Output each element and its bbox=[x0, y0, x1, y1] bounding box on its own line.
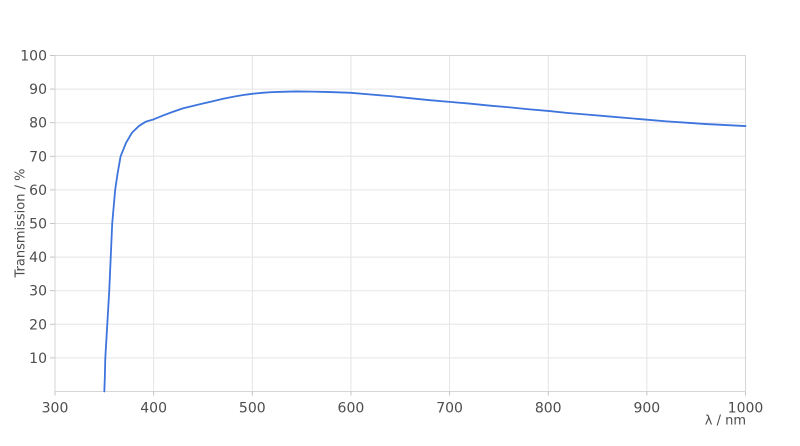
y-tick-label: 100 bbox=[20, 49, 47, 65]
x-axis-title: λ / nm bbox=[704, 413, 746, 429]
y-tick-label: 90 bbox=[29, 82, 47, 98]
y-tick-label: 20 bbox=[29, 317, 47, 333]
y-tick-label: 40 bbox=[29, 250, 47, 266]
x-tick-label: 600 bbox=[338, 401, 365, 417]
transmission-curve bbox=[103, 90, 747, 393]
y-tick-label: 60 bbox=[29, 183, 47, 199]
x-tick-label: 700 bbox=[436, 401, 463, 417]
y-tick-label: 70 bbox=[29, 149, 47, 165]
x-tick-label: 900 bbox=[633, 401, 660, 417]
x-tick-label: 300 bbox=[42, 401, 69, 417]
y-tick-label: 30 bbox=[29, 284, 47, 300]
y-tick-label: 50 bbox=[29, 217, 47, 233]
y-axis-title: Transmission / % bbox=[13, 168, 29, 278]
x-tick-label: 400 bbox=[140, 401, 167, 417]
y-tick-label: 80 bbox=[29, 116, 47, 132]
x-tick-label: 1000 bbox=[728, 401, 764, 417]
x-tick-label: 500 bbox=[239, 401, 266, 417]
x-tick-label: 800 bbox=[535, 401, 562, 417]
y-tick-label: 10 bbox=[29, 351, 47, 367]
